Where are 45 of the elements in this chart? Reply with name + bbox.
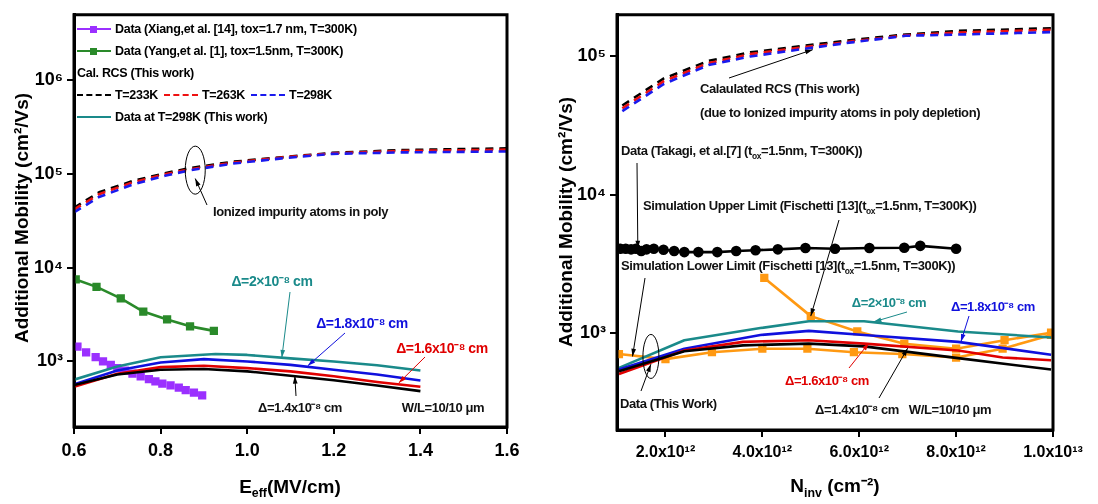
y-axis-title: Additional Mobility (cm²/Vs): [11, 92, 33, 344]
x-tick-label: 4.0x10¹²: [732, 443, 793, 461]
x-tick-label: 1.0x10¹³: [1023, 443, 1083, 461]
y-axis-title: Additional Mobility (cm²/Vs): [555, 96, 577, 348]
legend-label: Data (Xiang,et al. [14], tox=1.7 nm, T=300K): [115, 21, 357, 36]
annotation: W/L=10/10 μm: [401, 399, 485, 415]
y-tick-label: 10⁴: [577, 183, 606, 204]
x-tick-label: 1.2: [321, 439, 347, 460]
legend-title: Cal. RCS (This work): [77, 64, 195, 82]
legend-label: Data (Yang,et al. [1], tox=1.5nm, T=300K): [115, 43, 344, 58]
y-tick-label: 10³: [36, 350, 64, 371]
annotation: Δ=1.8x10⁻⁸ cm: [950, 298, 1036, 315]
annotation: Data (Takagi, et al.[7] (t$_{ox}$=1.5nm, T=300K)): [621, 143, 863, 161]
legend-label: T=233K: [115, 87, 159, 102]
annotation: W/L=10/10 μm: [908, 401, 992, 417]
annotation: Δ=1.6x10⁻⁸ cm: [396, 338, 488, 357]
y-tick-label: 10⁵: [34, 163, 63, 184]
annotation: Calaulated RCS (This work): [700, 80, 860, 96]
annotation: (due to Ionized impurity atoms in poly depletion): [700, 104, 981, 120]
annotation: Δ=1.6x10⁻⁸ cm: [784, 372, 870, 389]
legend-label: T=298K: [289, 87, 333, 102]
annotation: Δ=1.8x10⁻⁸ cm: [316, 313, 408, 332]
x-tick-label: 1.4: [407, 439, 433, 460]
x-tick-label: 8.0x10¹²: [926, 443, 986, 461]
annotation: Δ=1.4x10⁻⁸ cm: [814, 401, 900, 418]
y-tick-label: 10⁵: [577, 45, 606, 66]
annotation: Simulation Upper Limit (Fischetti [13](t$_{ox}$=1.5nm, T=300K)): [643, 198, 977, 216]
y-tick-label: 10⁴: [34, 256, 63, 277]
y-tick-label: 10⁶: [34, 69, 63, 90]
annotation: Data (This Work): [620, 395, 717, 411]
x-tick-label: 2.0x10¹²: [635, 443, 696, 461]
x-axis-title: E$_{eff}$(MV/cm): [239, 475, 341, 501]
legend-label: Data at T=298K (This work): [115, 109, 268, 124]
x-tick-label: 1.0: [234, 439, 260, 460]
annotation: Δ=2×10⁻⁸ cm: [231, 271, 313, 290]
annotation: Δ=2×10⁻⁸ cm: [851, 294, 927, 311]
annotation: Δ=1.4x10⁻⁸ cm: [257, 399, 343, 416]
x-tick-label: 6.0x10¹²: [829, 443, 890, 461]
legend-label: T=263K: [202, 87, 246, 102]
x-tick-label: 0.8: [148, 439, 174, 460]
annotation: Ionized impurity atoms in poly: [213, 203, 389, 219]
x-tick-label: 0.6: [61, 439, 87, 460]
x-tick-label: 1.6: [494, 439, 520, 460]
x-axis-title: N$_{inv}$ (cm⁻²): [790, 474, 880, 500]
y-tick-label: 10³: [579, 322, 607, 343]
